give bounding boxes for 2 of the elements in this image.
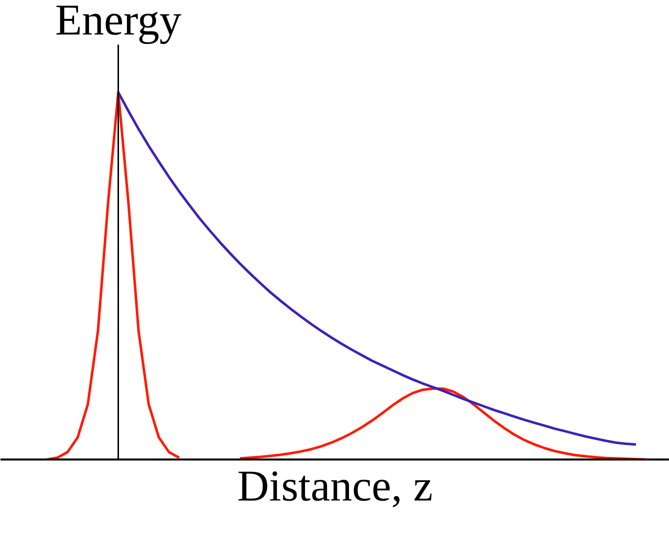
x-axis-title: Distance, z [237, 462, 433, 510]
y-axis-title: Energy [55, 0, 182, 45]
